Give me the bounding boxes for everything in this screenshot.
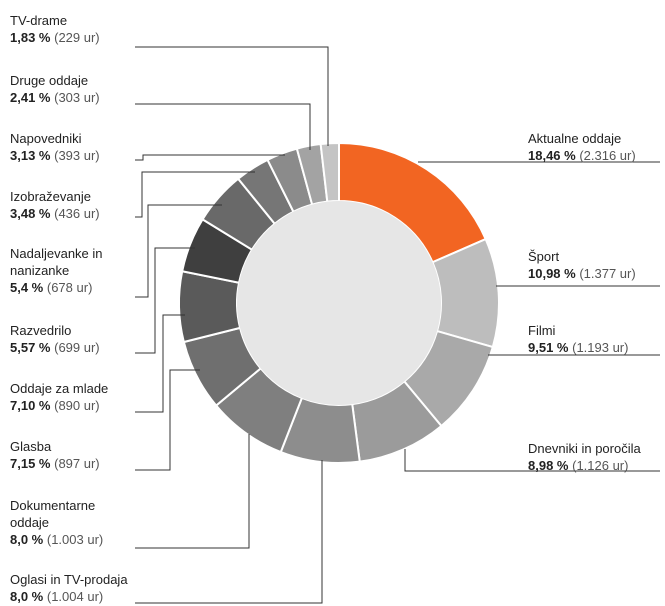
category-name: Filmi bbox=[528, 323, 556, 338]
hours-label: (1.003 ur) bbox=[46, 532, 104, 547]
value-row: 10,98 % (1.377 ur) bbox=[528, 265, 636, 282]
donut-hole bbox=[237, 201, 441, 405]
segment-label: Razvedrilo 5,57 % (699 ur) bbox=[10, 322, 100, 356]
leader-line bbox=[135, 46, 329, 146]
category-name: Dokumentarne oddaje bbox=[10, 498, 96, 530]
percent-label: 9,51 % bbox=[528, 340, 569, 355]
percent-label: 8,0 % bbox=[10, 589, 44, 604]
value-row: 8,98 % (1.126 ur) bbox=[528, 457, 641, 474]
category-name: Druge oddaje bbox=[10, 73, 89, 88]
value-row: 7,10 % (890 ur) bbox=[10, 397, 108, 414]
segment-label: Dokumentarne oddaje 8,0 % (1.003 ur) bbox=[10, 497, 122, 548]
segment-label: Napovedniki 3,13 % (393 ur) bbox=[10, 130, 100, 164]
value-row: 5,57 % (699 ur) bbox=[10, 339, 100, 356]
segment-label: Druge oddaje 2,41 % (303 ur) bbox=[10, 72, 100, 106]
percent-label: 5,57 % bbox=[10, 340, 51, 355]
category-name: Glasba bbox=[10, 439, 52, 454]
hours-label: (229 ur) bbox=[54, 30, 100, 45]
segment-label: Nadaljevanke in nanizanke 5,4 % (678 ur) bbox=[10, 245, 132, 296]
segment-label: Oglasi in TV-prodaja 8,0 % (1.004 ur) bbox=[10, 571, 128, 605]
category-name: Izobraževanje bbox=[10, 189, 91, 204]
category-name: TV-drame bbox=[10, 13, 68, 28]
hours-label: (1.126 ur) bbox=[572, 458, 629, 473]
leader-line bbox=[135, 247, 195, 354]
hours-label: (1.193 ur) bbox=[572, 340, 629, 355]
category-name: Napovedniki bbox=[10, 131, 82, 146]
leader-line bbox=[135, 171, 255, 218]
leader-line bbox=[135, 154, 285, 161]
percent-label: 7,10 % bbox=[10, 398, 51, 413]
hours-label: (890 ur) bbox=[54, 398, 100, 413]
leader-line bbox=[135, 434, 250, 549]
percent-label: 5,4 % bbox=[10, 280, 44, 295]
value-row: 8,0 % (1.003 ur) bbox=[10, 531, 122, 548]
value-row: 2,41 % (303 ur) bbox=[10, 89, 100, 106]
percent-label: 1,83 % bbox=[10, 30, 51, 45]
value-row: 3,48 % (436 ur) bbox=[10, 205, 100, 222]
hours-label: (678 ur) bbox=[46, 280, 93, 295]
hours-label: (303 ur) bbox=[54, 90, 100, 105]
hours-label: (1.004 ur) bbox=[46, 589, 104, 604]
segment-label: Aktualne oddaje 18,46 % (2.316 ur) bbox=[528, 130, 636, 164]
value-row: 18,46 % (2.316 ur) bbox=[528, 147, 636, 164]
category-name: Nadaljevanke in nanizanke bbox=[10, 246, 103, 278]
value-row: 9,51 % (1.193 ur) bbox=[528, 339, 628, 356]
hours-label: (2.316 ur) bbox=[579, 148, 636, 163]
segment-label: Filmi 9,51 % (1.193 ur) bbox=[528, 322, 628, 356]
segment-label: Izobraževanje 3,48 % (436 ur) bbox=[10, 188, 100, 222]
value-row: 8,0 % (1.004 ur) bbox=[10, 588, 128, 605]
leader-line bbox=[135, 204, 222, 298]
segment-label: Oddaje za mlade 7,10 % (890 ur) bbox=[10, 380, 108, 414]
percent-label: 2,41 % bbox=[10, 90, 51, 105]
leader-line bbox=[135, 103, 311, 150]
segment-label: Šport 10,98 % (1.377 ur) bbox=[528, 248, 636, 282]
segment-label: Dnevniki in poročila 8,98 % (1.126 ur) bbox=[528, 440, 641, 474]
hours-label: (699 ur) bbox=[54, 340, 100, 355]
hours-label: (897 ur) bbox=[54, 456, 100, 471]
hours-label: (436 ur) bbox=[54, 206, 100, 221]
percent-label: 8,0 % bbox=[10, 532, 44, 547]
leader-line bbox=[135, 369, 200, 471]
percent-label: 18,46 % bbox=[528, 148, 576, 163]
percent-label: 10,98 % bbox=[528, 266, 576, 281]
category-name: Razvedrilo bbox=[10, 323, 72, 338]
value-row: 7,15 % (897 ur) bbox=[10, 455, 100, 472]
category-name: Oglasi in TV-prodaja bbox=[10, 572, 128, 587]
leader-line bbox=[404, 449, 660, 472]
category-name: Dnevniki in poročila bbox=[528, 441, 641, 456]
percent-label: 8,98 % bbox=[528, 458, 569, 473]
percent-label: 3,13 % bbox=[10, 148, 51, 163]
value-row: 1,83 % (229 ur) bbox=[10, 29, 100, 46]
percent-label: 7,15 % bbox=[10, 456, 51, 471]
category-name: Šport bbox=[528, 249, 560, 264]
hours-label: (393 ur) bbox=[54, 148, 100, 163]
percent-label: 3,48 % bbox=[10, 206, 51, 221]
value-row: 5,4 % (678 ur) bbox=[10, 279, 132, 296]
value-row: 3,13 % (393 ur) bbox=[10, 147, 100, 164]
hours-label: (1.377 ur) bbox=[579, 266, 636, 281]
segment-label: TV-drame 1,83 % (229 ur) bbox=[10, 12, 100, 46]
segment-label: Glasba 7,15 % (897 ur) bbox=[10, 438, 100, 472]
category-name: Oddaje za mlade bbox=[10, 381, 109, 396]
leader-line bbox=[135, 314, 185, 413]
leader-line bbox=[135, 460, 323, 604]
category-name: Aktualne oddaje bbox=[528, 131, 622, 146]
